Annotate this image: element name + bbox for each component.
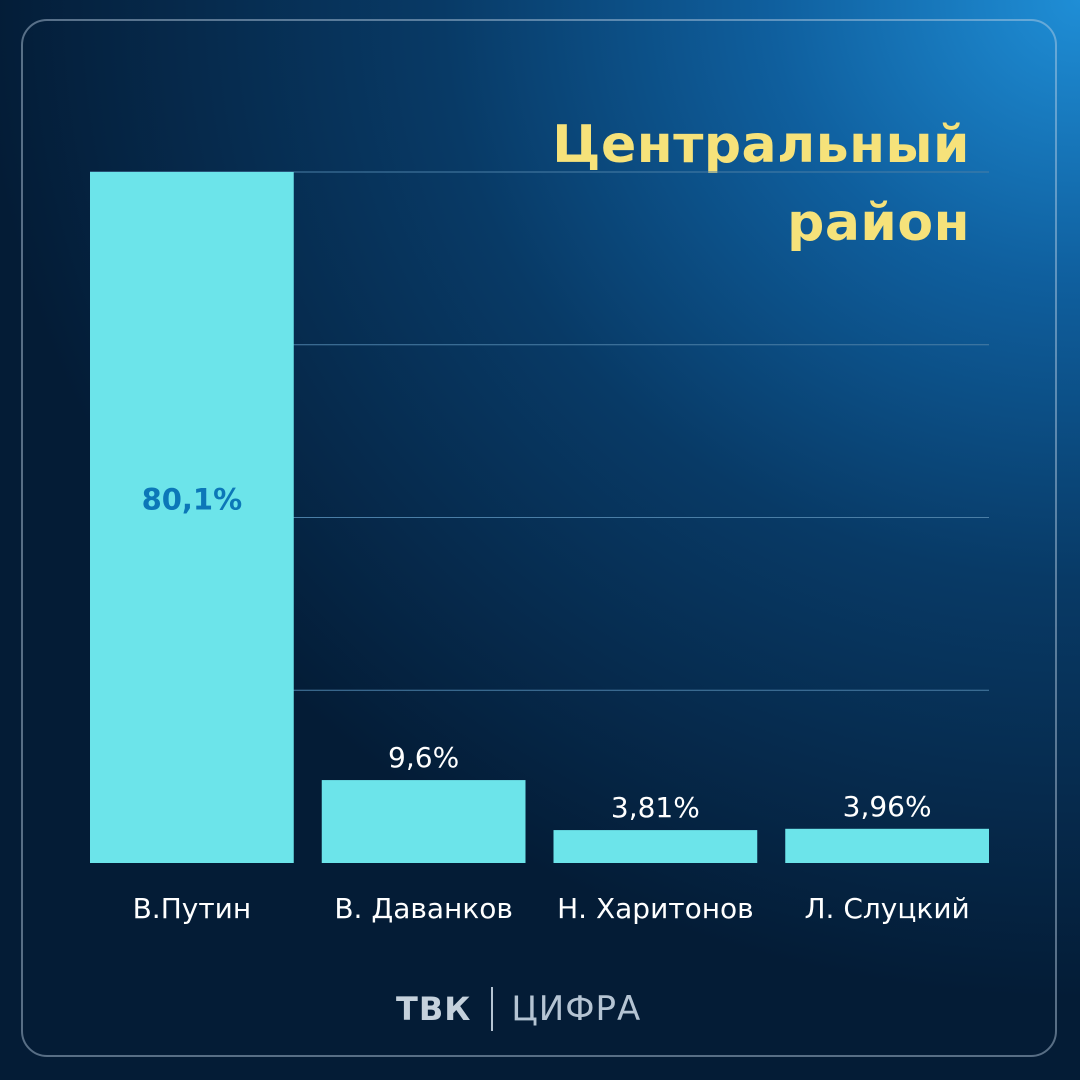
bar-value-label: 3,81% xyxy=(611,791,700,824)
labels: 80,1% В.Путин 9,6% В. Даванков 3,81% Н. Харит… xyxy=(133,483,970,926)
bar xyxy=(785,828,989,863)
category-label: В.Путин xyxy=(133,892,252,925)
bar-value-label: 3,96% xyxy=(843,790,932,823)
bar xyxy=(553,830,758,863)
logo-divider xyxy=(491,987,494,1031)
category-label: Л. Слуцкий xyxy=(805,892,970,925)
chart-title-line-2: район xyxy=(787,193,970,253)
logo-sub-text: ЦИФРА xyxy=(511,989,642,1029)
category-label: В. Даванков xyxy=(334,892,513,925)
bar xyxy=(90,172,294,863)
bar-value-label: 9,6% xyxy=(388,741,459,774)
card-frame xyxy=(21,19,1057,1057)
logo-brand-text: ТВК xyxy=(396,990,472,1028)
bar xyxy=(321,780,526,863)
bar-value-label: 80,1% xyxy=(142,483,243,517)
brand-logo: ТВК ЦИФРА xyxy=(396,984,641,1034)
bars xyxy=(90,172,989,863)
chart-title-line-1: Центральный xyxy=(552,115,970,175)
chart-title: Центральный район xyxy=(552,106,970,262)
category-label: Н. Харитонов xyxy=(557,892,754,925)
